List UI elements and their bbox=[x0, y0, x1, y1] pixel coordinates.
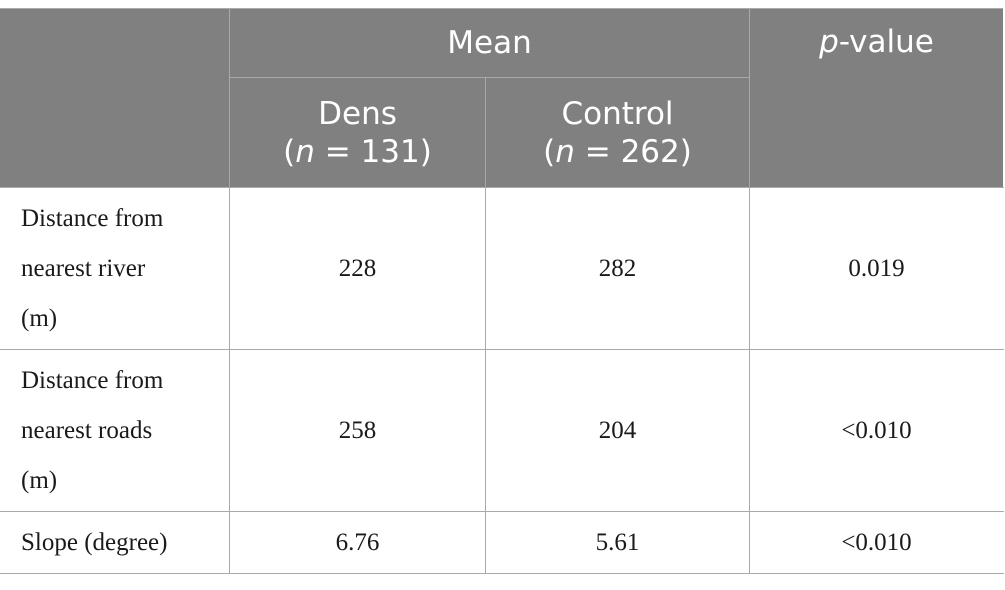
header-control-name: Control bbox=[561, 95, 674, 132]
table-row: Slope (degree) 6.76 5.61 <0.010 bbox=[0, 511, 1004, 574]
header-mean: Mean bbox=[229, 8, 750, 78]
table-header: Mean p-value Dens (n = 131) Control (n =… bbox=[0, 8, 1004, 188]
table-row: Distance from nearest river (m) 228 282 0.… bbox=[0, 187, 1004, 350]
header-control-n: (n = 262) bbox=[543, 133, 692, 170]
header-row-columns: Dens (n = 131) Control (n = 262) bbox=[1, 77, 1004, 188]
p-value: 0.019 bbox=[749, 187, 1004, 350]
header-p-italic: p bbox=[819, 24, 839, 60]
table-row: Distance from nearest roads (m) 258 204 <0… bbox=[0, 349, 1004, 512]
control-value: 204 bbox=[485, 349, 750, 512]
row-label: Slope (degree) bbox=[0, 511, 230, 574]
dens-value: 258 bbox=[229, 349, 486, 512]
header-dens-name: Dens bbox=[318, 95, 397, 132]
control-value: 282 bbox=[485, 187, 750, 350]
control-value: 5.61 bbox=[485, 511, 750, 574]
header-row-group: Mean p-value bbox=[0, 8, 1004, 188]
comparison-table: Mean p-value Dens (n = 131) Control (n =… bbox=[0, 8, 1004, 574]
header-dens: Dens (n = 131) bbox=[229, 77, 486, 188]
header-empty-cell bbox=[0, 8, 230, 188]
table-body: Distance from nearest river (m) 228 282 0.… bbox=[0, 187, 1004, 574]
header-p-value: p-value bbox=[749, 8, 1004, 188]
dens-value: 228 bbox=[229, 187, 486, 350]
p-value: <0.010 bbox=[749, 511, 1004, 574]
row-label: Distance from nearest river (m) bbox=[0, 187, 230, 350]
dens-value: 6.76 bbox=[229, 511, 486, 574]
row-label: Distance from nearest roads (m) bbox=[0, 349, 230, 512]
header-control: Control (n = 262) bbox=[485, 77, 750, 188]
p-value: <0.010 bbox=[749, 349, 1004, 512]
header-dens-n: (n = 131) bbox=[283, 133, 432, 170]
header-p-rest: -value bbox=[838, 24, 934, 60]
